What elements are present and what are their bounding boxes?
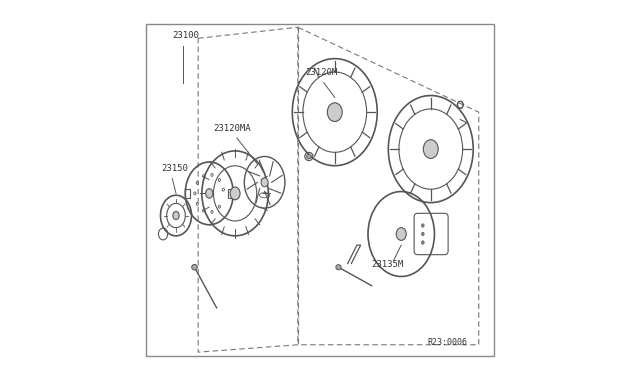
- Text: 23120M: 23120M: [305, 68, 337, 77]
- Ellipse shape: [396, 228, 406, 240]
- Text: 23150: 23150: [161, 164, 188, 173]
- Ellipse shape: [422, 241, 424, 244]
- Text: 23120MA: 23120MA: [213, 124, 250, 132]
- Text: R23:0006: R23:0006: [428, 338, 468, 347]
- Ellipse shape: [336, 264, 341, 270]
- Ellipse shape: [205, 189, 213, 198]
- Ellipse shape: [173, 211, 179, 219]
- Ellipse shape: [422, 224, 424, 227]
- Ellipse shape: [307, 154, 311, 159]
- Bar: [228, 189, 233, 198]
- Text: 23100: 23100: [172, 31, 199, 40]
- Text: 23135M: 23135M: [372, 260, 404, 269]
- Ellipse shape: [261, 178, 268, 187]
- Ellipse shape: [422, 232, 424, 236]
- Ellipse shape: [327, 103, 342, 122]
- Ellipse shape: [230, 187, 240, 200]
- Bar: [185, 189, 190, 198]
- Ellipse shape: [423, 140, 438, 158]
- Ellipse shape: [192, 264, 197, 270]
